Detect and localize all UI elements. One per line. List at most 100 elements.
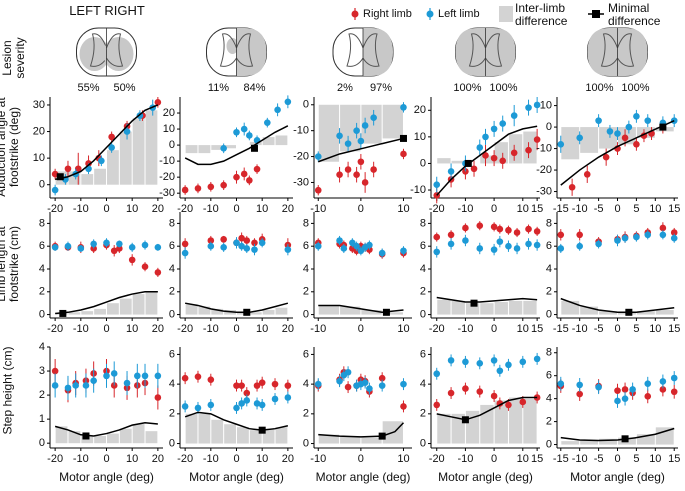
- difference-bar: [224, 145, 236, 149]
- x-tick-label: -10: [203, 323, 219, 335]
- lesion-percent: 50%: [113, 82, 135, 94]
- legend-label: Inter-limb difference: [515, 1, 568, 28]
- y-tick-label: 0: [39, 437, 45, 449]
- data-point: [357, 158, 365, 166]
- data-point: [108, 133, 115, 141]
- data-point: [557, 231, 565, 239]
- difference-bar: [580, 306, 599, 315]
- grey-matter: [617, 33, 635, 67]
- difference-bar: [494, 400, 508, 444]
- data-point: [361, 179, 369, 186]
- lesion-percent: 100%: [621, 82, 649, 94]
- data-point: [505, 226, 512, 234]
- data-point: [476, 360, 484, 367]
- difference-bar: [262, 428, 275, 444]
- data-point: [533, 136, 541, 143]
- data-point: [525, 146, 532, 154]
- lesion-area: [236, 28, 267, 76]
- difference-bar: [561, 300, 580, 315]
- x-tick-label: 10: [397, 323, 409, 335]
- x-tick-label: -20: [429, 203, 445, 215]
- difference-bar: [655, 427, 674, 445]
- data-point: [336, 132, 343, 140]
- data-point: [576, 390, 583, 398]
- data-point: [614, 237, 621, 244]
- difference-bar: [119, 298, 132, 315]
- grey-matter: [219, 33, 237, 67]
- x-tick-label: 15: [668, 453, 680, 465]
- y-tick-label: 0: [169, 139, 175, 151]
- data-point: [220, 145, 227, 152]
- data-point: [499, 157, 507, 165]
- lesion-area: [587, 28, 618, 76]
- difference-bar: [224, 424, 236, 444]
- difference-bar: [94, 168, 106, 185]
- x-tick-label: 0: [614, 453, 620, 465]
- x-tick-label: 0: [103, 203, 109, 215]
- grey-matter: [89, 33, 107, 67]
- x-tick-label: 10: [126, 323, 138, 335]
- x-tick-label: -10: [73, 323, 89, 335]
- y-tick-label: 10: [163, 123, 175, 135]
- x-tick-label: 10: [517, 453, 529, 465]
- x-tick-label: 10: [126, 203, 138, 215]
- y-tick-label: 2: [169, 286, 175, 298]
- y-tick-label: 4: [303, 378, 309, 390]
- fit-curve: [55, 291, 158, 315]
- data-point: [128, 256, 136, 264]
- data-point: [447, 357, 455, 364]
- y-tick-label: 4: [546, 263, 552, 275]
- legend-marker: [351, 10, 359, 18]
- x-tick-label: 0: [614, 323, 620, 335]
- data-point: [74, 165, 82, 173]
- data-point: [64, 242, 72, 250]
- data-point: [353, 127, 360, 134]
- x-tick-label: 10: [517, 203, 529, 215]
- x-tick-label: 5: [633, 323, 639, 335]
- data-point: [490, 154, 498, 162]
- data-point: [595, 117, 602, 124]
- lesion-percent: 11%: [208, 82, 229, 94]
- data-point: [103, 239, 110, 247]
- x-tick-label: -20: [429, 323, 445, 335]
- data-point: [482, 133, 489, 141]
- y-tick-label: 6: [303, 348, 309, 360]
- x-tick-label: 0: [233, 453, 239, 465]
- x-tick-label: 10: [126, 453, 138, 465]
- y-tick-label: 0: [303, 308, 309, 320]
- data-point: [238, 242, 245, 250]
- x-tick-label: -20: [177, 323, 193, 335]
- data-point: [110, 247, 118, 255]
- difference-bar: [275, 307, 288, 315]
- fit-curve: [54, 104, 159, 181]
- data-point: [181, 374, 189, 382]
- data-point: [220, 236, 227, 243]
- y-tick-label: 4: [169, 378, 175, 390]
- data-point: [233, 239, 240, 247]
- x-tick-label: -20: [177, 453, 193, 465]
- difference-bar: [318, 305, 340, 315]
- data-point: [595, 383, 602, 391]
- data-point: [123, 379, 131, 387]
- y-tick-label: 4: [169, 263, 175, 275]
- difference-bar: [55, 426, 68, 444]
- x-tick-label: -20: [429, 453, 445, 465]
- lesion-percent: 100%: [585, 82, 613, 94]
- x-axis-label: Motor angle (deg): [570, 470, 665, 484]
- x-tick-label: 15: [531, 323, 543, 335]
- data-point: [233, 382, 240, 389]
- y-tick-label: 0: [303, 99, 309, 111]
- x-tick-label: 10: [256, 323, 268, 335]
- minimum-marker: [625, 308, 633, 316]
- difference-bar: [132, 294, 145, 315]
- data-point: [496, 367, 504, 375]
- data-point: [51, 382, 59, 389]
- data-point: [243, 397, 251, 404]
- data-point: [116, 245, 123, 252]
- x-tick-label: 0: [103, 453, 109, 465]
- difference-bar: [437, 158, 451, 164]
- data-point: [400, 403, 407, 410]
- x-tick-label: 20: [282, 203, 294, 215]
- data-point: [659, 386, 667, 393]
- data-point: [110, 370, 118, 377]
